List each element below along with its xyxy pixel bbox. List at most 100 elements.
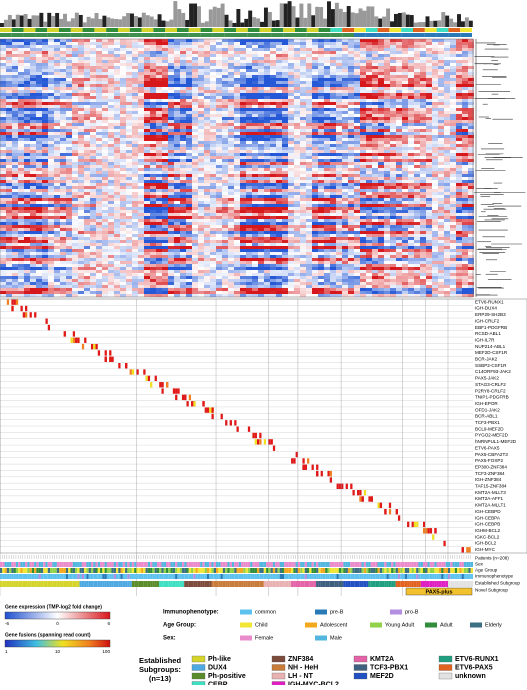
heatmap-cell [336,162,342,165]
heatmap-cell [228,114,234,117]
heatmap-cell [246,156,252,159]
heatmap-cell [108,102,114,105]
heatmap-cell [90,96,96,99]
heatmap-cell [84,111,90,114]
heatmap-cell [372,117,378,120]
heatmap-cell [360,201,366,204]
heatmap-cell [90,216,96,219]
heatmap-cell [18,138,24,141]
heatmap-cell [30,180,36,183]
heatmap-cell [426,96,432,99]
heatmap-cell [384,102,390,105]
heatmap-cell [366,180,372,183]
heatmap-cell [288,216,294,219]
heatmap-cell [372,90,378,93]
heatmap-cell [282,60,288,63]
heatmap-cell [186,204,192,207]
heatmap-cell [420,60,426,63]
heatmap-cell [90,144,96,147]
heatmap-cell [306,177,312,180]
heatmap-cell [462,210,468,213]
heatmap-cell [360,69,366,72]
heatmap-cell [240,198,246,201]
heatmap-cell [90,102,96,105]
heatmap-cell [408,210,414,213]
heatmap-cell [402,66,408,69]
heatmap-cell [204,138,210,141]
heatmap-cell [450,144,456,147]
heatmap-cell [234,42,240,45]
heatmap-cell [318,144,324,147]
heatmap-cell [282,114,288,117]
heatmap-cell [456,180,462,183]
heatmap-cell [462,75,468,78]
heatmap-cell [192,54,198,57]
heatmap-cell [432,174,438,177]
heatmap-cell [456,105,462,108]
heatmap-cell [42,192,48,195]
heatmap-cell [144,186,150,189]
heatmap-cell [168,177,174,180]
heatmap-cell [114,57,120,60]
heatmap-cell [192,156,198,159]
heatmap-cell [90,132,96,135]
heatmap-cell [246,39,252,42]
heatmap-cell [174,129,180,132]
heatmap-cell [288,135,294,138]
heatmap-cell [354,192,360,195]
heatmap-cell [246,144,252,147]
heatmap-cell [72,153,78,156]
heatmap-cell [168,108,174,111]
heatmap-cell [216,75,222,78]
heatmap-cell [174,60,180,63]
heatmap-cell [282,207,288,210]
heatmap-cell [150,123,156,126]
heatmap-cell [354,141,360,144]
heatmap-cell [168,198,174,201]
heatmap-cell [210,42,216,45]
heatmap-cell [126,108,132,111]
heatmap-cell [372,87,378,90]
heatmap-cell [162,39,168,42]
heatmap-cell [420,213,426,216]
heatmap-cell [348,126,354,129]
top-bar [59,19,63,27]
heatmap-cell [312,177,318,180]
heatmap-cell [420,72,426,75]
heatmap-cell [126,180,132,183]
heatmap-cell [348,138,354,141]
heatmap-cell [396,198,402,201]
heatmap-cell [120,51,126,54]
heatmap-cell [90,180,96,183]
heatmap-cell [378,63,384,66]
heatmap-cell [108,204,114,207]
heatmap-cell [372,60,378,63]
heatmap-cell [138,171,144,174]
heatmap-cell [84,45,90,48]
heatmap-cell [276,150,282,153]
heatmap-cell [420,198,426,201]
heatmap-cell [222,51,228,54]
heatmap-cell [282,93,288,96]
heatmap-cell [60,111,66,114]
heatmap-cell [156,126,162,129]
heatmap-cell [306,93,312,96]
heatmap-cell [162,207,168,210]
heatmap-cell [0,87,6,90]
heatmap-cell [18,213,24,216]
heatmap-cell [132,168,138,171]
heatmap-cell [288,84,294,87]
heatmap-cell [282,144,288,147]
heatmap-cell [132,117,138,120]
heatmap-cell [66,144,72,147]
heatmap-cell [252,186,258,189]
heatmap-cell [6,201,12,204]
heatmap-cell [426,126,432,129]
heatmap-cell [462,135,468,138]
heatmap-cell [84,138,90,141]
heatmap-cell [402,129,408,132]
heatmap-cell [96,162,102,165]
heatmap-cell [318,117,324,120]
heatmap-cell [198,60,204,63]
top-bar [32,15,36,27]
